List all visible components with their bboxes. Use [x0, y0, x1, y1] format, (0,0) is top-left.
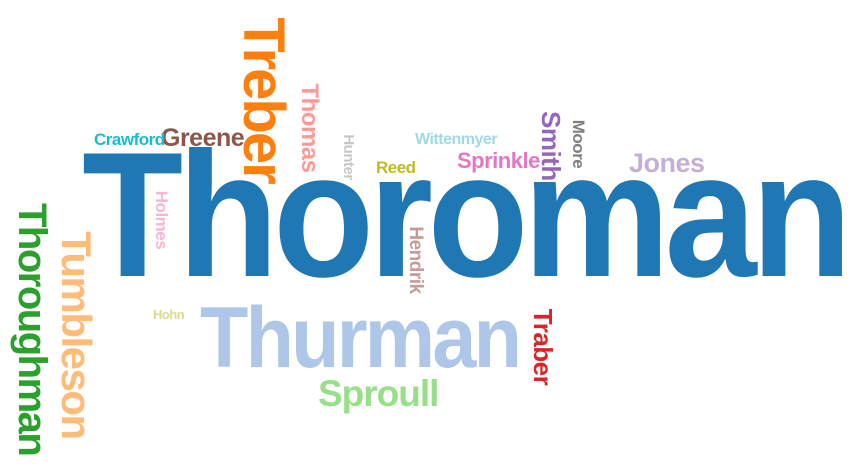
- word-moore: Moore: [569, 119, 588, 169]
- word-treber: Treber: [231, 17, 296, 183]
- word-hohn: Hohn: [153, 307, 185, 322]
- word-sprinkle: Sprinkle: [457, 148, 540, 173]
- word-reed: Reed: [376, 158, 416, 177]
- word-thoroughman: Thoroughman: [10, 203, 54, 456]
- word-thoroman: Thoroman: [82, 115, 852, 314]
- word-traber: Traber: [528, 308, 558, 386]
- word-greene: Greene: [161, 124, 245, 152]
- word-thurman: Thurman: [200, 290, 522, 386]
- word-sproull: Sproull: [318, 373, 439, 414]
- word-thomas: Thomas: [296, 83, 323, 173]
- word-smith: Smith: [536, 111, 566, 181]
- word-tumbleson: Tumbleson: [53, 231, 100, 439]
- word-holmes: Holmes: [152, 190, 171, 250]
- word-jones: Jones: [629, 148, 705, 178]
- word-wittenmyer: Wittenmyer: [415, 131, 497, 148]
- word-crawford: Crawford: [94, 130, 165, 149]
- word-hendrik: Hendrik: [405, 226, 426, 294]
- word-hunter: Hunter: [340, 134, 357, 180]
